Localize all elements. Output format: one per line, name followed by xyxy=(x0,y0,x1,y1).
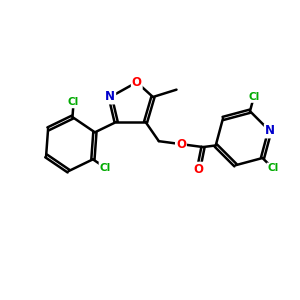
Text: O: O xyxy=(132,76,142,89)
Text: O: O xyxy=(176,138,186,151)
Text: Cl: Cl xyxy=(100,163,111,172)
Text: O: O xyxy=(194,163,204,176)
Text: N: N xyxy=(105,91,115,103)
Text: Cl: Cl xyxy=(267,164,279,173)
Text: N: N xyxy=(265,124,275,137)
Text: Cl: Cl xyxy=(68,98,79,107)
Text: Cl: Cl xyxy=(248,92,260,102)
